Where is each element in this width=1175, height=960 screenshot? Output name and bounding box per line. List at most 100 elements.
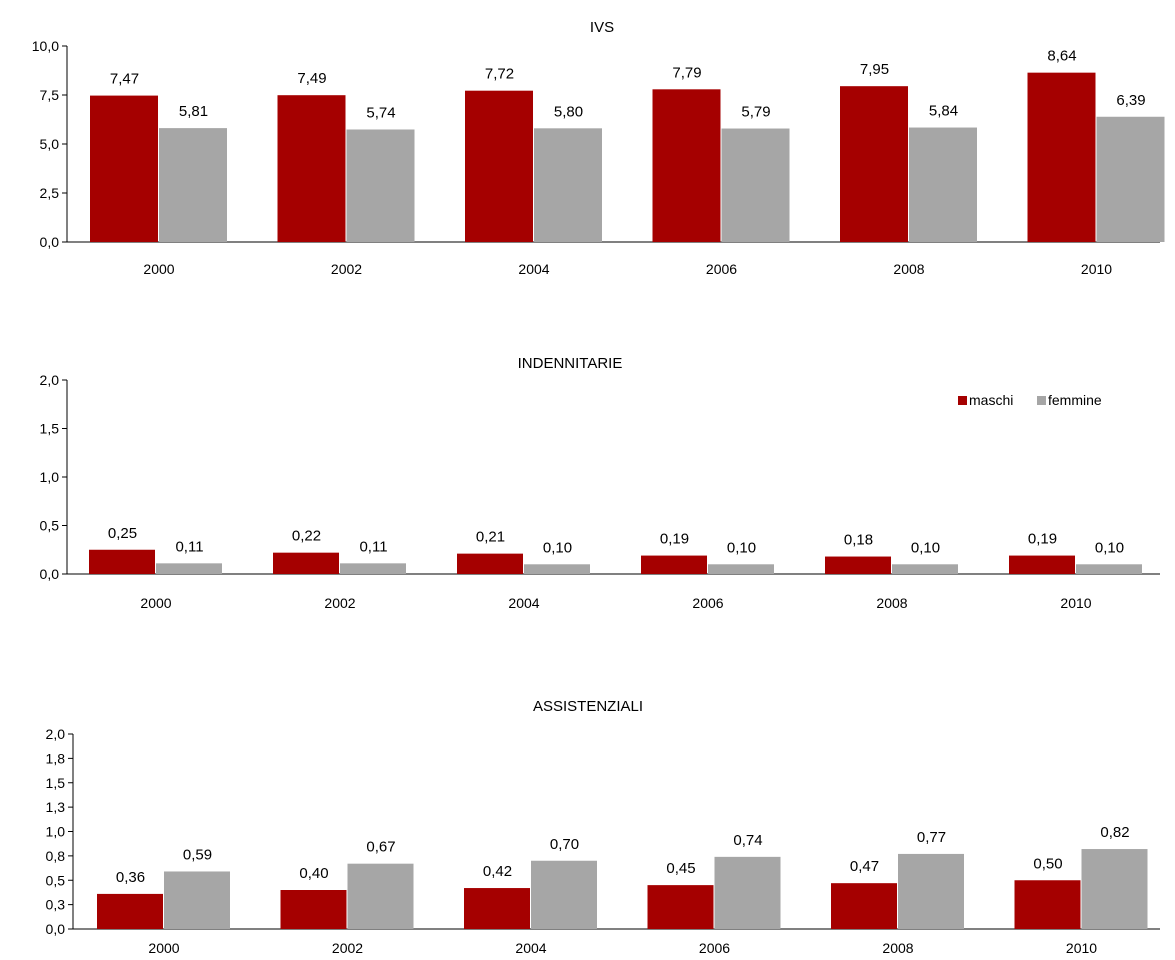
data-label-femmine-2010: 6,39 <box>1116 92 1145 109</box>
y-tick-label: 2,0 <box>46 726 66 742</box>
bar-femmine-2002 <box>347 863 414 929</box>
x-tick-label: 2004 <box>518 261 549 277</box>
data-label-femmine-2004: 0,10 <box>543 539 572 556</box>
bar-femmine-2004 <box>534 128 602 242</box>
bar-maschi-2000 <box>90 95 158 242</box>
chart-indennitarie: INDENNITARIE maschi femmine 0,0 0,5 1,0 1,5… <box>40 355 1160 611</box>
bar-femmine-2000 <box>164 871 230 929</box>
y-tick-label: 5,0 <box>40 136 60 152</box>
data-label-maschi-2002: 0,40 <box>299 865 328 882</box>
y-tick-label: 1,0 <box>40 469 60 485</box>
data-label-maschi-2006: 0,19 <box>660 531 689 548</box>
data-label-femmine-2006: 0,10 <box>727 539 756 556</box>
x-tick-label: 2008 <box>893 261 924 277</box>
bar-maschi-2008 <box>831 883 897 929</box>
data-label-maschi-2008: 0,18 <box>844 532 873 549</box>
y-tick-label: 1,3 <box>46 799 66 815</box>
data-label-maschi-2006: 0,45 <box>666 860 695 877</box>
y-tick-label: 2,5 <box>40 185 60 201</box>
bar-femmine-2006 <box>708 564 774 574</box>
data-label-femmine-2002: 0,67 <box>366 839 395 856</box>
bar-femmine-2008 <box>898 853 964 929</box>
data-label-femmine-2006: 0,74 <box>733 832 762 849</box>
bar-femmine-2010 <box>1081 849 1148 929</box>
bar-femmine-2006 <box>714 856 781 929</box>
y-tick-label: 0,3 <box>46 897 66 913</box>
legend-label-femmine: femmine <box>1048 392 1102 408</box>
legend-swatch-maschi <box>958 396 967 405</box>
legend-label-maschi: maschi <box>969 392 1013 408</box>
x-tick-label: 2000 <box>143 261 174 277</box>
data-label-femmine-2010: 0,10 <box>1095 539 1124 556</box>
data-label-femmine-2006: 5,79 <box>741 104 770 121</box>
x-tick-label: 2004 <box>508 595 539 611</box>
bar-maschi-2008 <box>825 556 891 574</box>
bar-femmine-2000 <box>156 563 222 574</box>
data-label-femmine-2000: 0,11 <box>175 538 203 555</box>
data-label-maschi-2000: 0,25 <box>108 525 137 542</box>
data-label-maschi-2010: 0,19 <box>1028 531 1057 548</box>
bar-femmine-2000 <box>159 128 227 242</box>
x-tick-label: 2000 <box>148 940 179 956</box>
data-label-femmine-2008: 0,10 <box>911 539 940 556</box>
x-tick-label: 2010 <box>1081 261 1112 277</box>
bar-maschi-2002 <box>280 890 347 929</box>
y-tick-label: 1,0 <box>46 824 66 840</box>
bar-maschi-2006 <box>652 89 721 242</box>
chart-title: IVS <box>590 19 614 36</box>
data-label-femmine-2004: 5,80 <box>554 103 583 120</box>
bar-maschi-2000 <box>89 549 155 574</box>
data-label-maschi-2010: 0,50 <box>1033 855 1062 872</box>
data-label-maschi-2010: 8,64 <box>1047 48 1076 65</box>
y-tick-label: 1,5 <box>46 775 66 791</box>
x-tick-label: 2006 <box>706 261 737 277</box>
chart-title: INDENNITARIE <box>518 355 623 372</box>
x-tick-label: 2010 <box>1066 940 1097 956</box>
x-tick-label: 2002 <box>332 940 363 956</box>
data-label-maschi-2006: 7,79 <box>672 64 701 81</box>
x-tick-label: 2008 <box>882 940 913 956</box>
chart-ivs: IVS 0,0 2,5 5,0 7,5 10,0 7,47 5,81 2000 7,49 5,74… <box>32 19 1165 277</box>
bar-maschi-2010 <box>1009 555 1075 574</box>
data-label-femmine-2000: 5,81 <box>179 103 208 120</box>
bar-maschi-2004 <box>457 553 523 574</box>
data-label-maschi-2004: 7,72 <box>485 66 514 83</box>
bar-maschi-2002 <box>277 95 346 242</box>
x-tick-label: 2002 <box>331 261 362 277</box>
y-tick-label: 0,5 <box>46 872 66 888</box>
x-tick-label: 2006 <box>699 940 730 956</box>
y-tick-label: 0,8 <box>46 848 66 864</box>
legend: maschi femmine <box>958 392 1102 408</box>
y-tick-label: 1,8 <box>46 750 66 766</box>
bar-femmine-2008 <box>909 127 977 242</box>
y-tick-label: 0,5 <box>40 518 60 534</box>
bar-femmine-2004 <box>524 564 590 574</box>
bar-maschi-2008 <box>840 86 908 243</box>
y-tick-label: 1,5 <box>40 421 60 437</box>
bar-maschi-2006 <box>647 885 714 929</box>
data-label-femmine-2000: 0,59 <box>183 846 212 863</box>
bar-femmine-2010 <box>1096 116 1165 242</box>
bar-maschi-2006 <box>641 555 707 574</box>
data-label-femmine-2010: 0,82 <box>1100 824 1129 841</box>
data-label-maschi-2000: 0,36 <box>116 869 145 886</box>
data-label-maschi-2002: 7,49 <box>297 70 326 87</box>
x-tick-label: 2000 <box>140 595 171 611</box>
bar-femmine-2004 <box>531 860 597 929</box>
y-tick-label: 0,0 <box>40 566 60 582</box>
bar-maschi-2004 <box>465 90 533 242</box>
bar-maschi-2010 <box>1027 72 1096 242</box>
bar-maschi-2010 <box>1014 880 1081 929</box>
bar-femmine-2006 <box>721 128 790 242</box>
x-tick-label: 2006 <box>692 595 723 611</box>
legend-swatch-femmine <box>1037 396 1046 405</box>
y-tick-label: 0,0 <box>40 234 60 250</box>
x-tick-label: 2008 <box>876 595 907 611</box>
y-tick-label: 0,0 <box>46 921 66 937</box>
chart-assistenziali: ASSISTENZIALI 0,0 0,3 0,5 0,8 1,0 1,3 1,5 1,8 2,… <box>46 698 1160 956</box>
data-label-femmine-2004: 0,70 <box>550 836 579 853</box>
bar-femmine-2010 <box>1076 564 1142 574</box>
y-tick-label: 7,5 <box>40 87 60 103</box>
data-label-maschi-2004: 0,42 <box>483 863 512 880</box>
